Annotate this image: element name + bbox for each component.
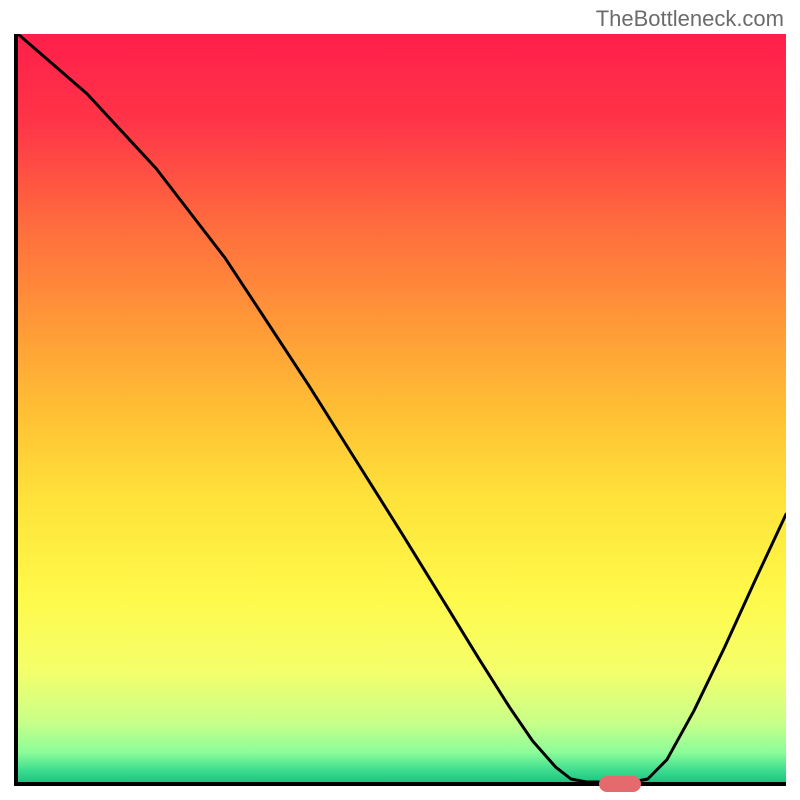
- watermark-text: TheBottleneck.com: [596, 6, 784, 32]
- plot-area: [14, 34, 786, 786]
- optimal-marker: [599, 776, 641, 792]
- bottleneck-chart: TheBottleneck.com: [0, 0, 800, 800]
- gradient-background: [18, 34, 786, 782]
